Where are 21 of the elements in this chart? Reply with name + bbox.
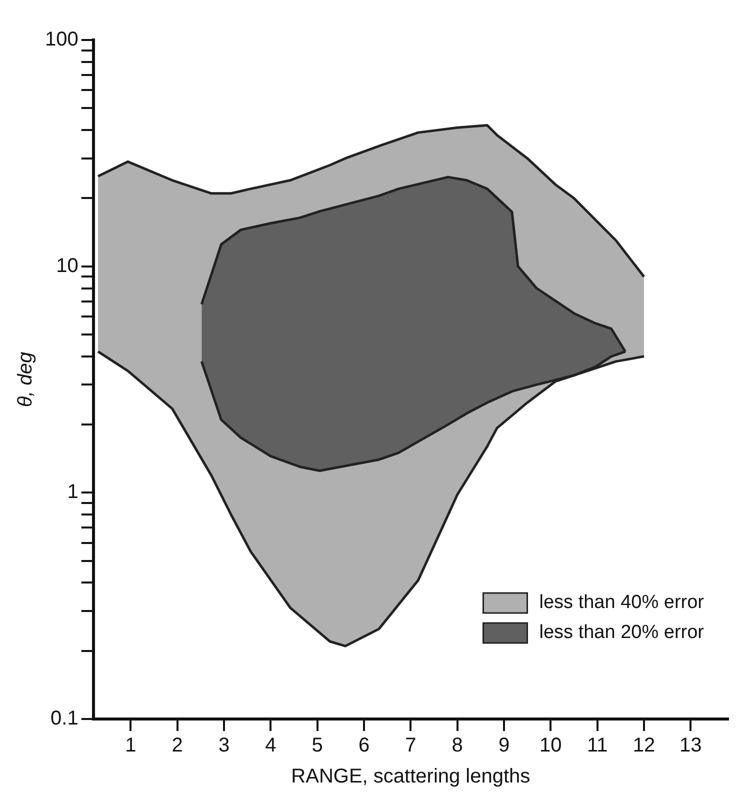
legend-label: less than 20% error — [539, 622, 705, 644]
y-axis-title: θ, deg — [14, 352, 37, 408]
x-tick-label: 7 — [405, 734, 416, 757]
y-tick-label: 10 — [56, 254, 78, 277]
x-tick-label: 6 — [358, 734, 370, 757]
x-tick-label: 9 — [498, 734, 510, 757]
y-tick-label: 100 — [44, 28, 78, 51]
legend-label: less than 40% error — [539, 592, 705, 614]
x-tick-label: 12 — [632, 734, 656, 757]
x-tick-label: 13 — [680, 734, 702, 757]
x-tick-label: 10 — [540, 734, 562, 757]
x-tick-label: 2 — [172, 734, 183, 757]
x-axis-title: RANGE, scattering lengths — [291, 766, 530, 788]
y-tick-label: 0.1 — [50, 708, 78, 730]
y-tick-label: 1 — [67, 481, 78, 504]
x-tick-label: 5 — [312, 734, 323, 757]
x-tick-label: 3 — [218, 734, 230, 757]
x-tick-label: 1 — [125, 734, 136, 757]
x-tick-label: 11 — [586, 734, 608, 757]
x-tick-label: 4 — [265, 734, 276, 757]
x-tick-label: 8 — [452, 734, 463, 757]
